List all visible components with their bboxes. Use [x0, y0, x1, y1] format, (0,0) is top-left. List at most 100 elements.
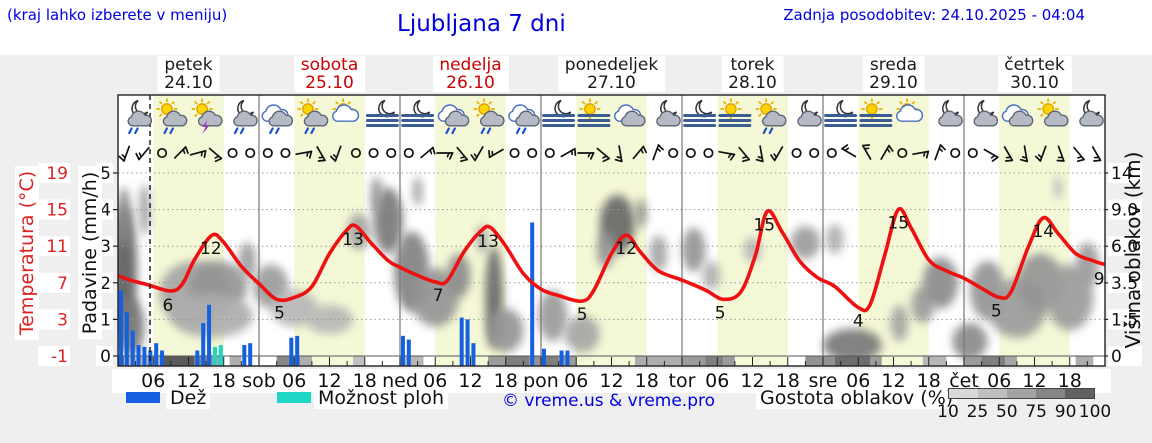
- ground-strip-segment: [212, 356, 224, 366]
- day-date: 26.10: [446, 73, 495, 93]
- cloud-blob: [825, 224, 844, 254]
- day-name: torek: [730, 55, 775, 75]
- day-date: 28.10: [728, 73, 777, 93]
- weather-icon-moon-fog: [365, 99, 399, 127]
- copyright-link[interactable]: © vreme.us & vreme.pro: [502, 391, 716, 411]
- rain-bar: [289, 337, 294, 366]
- cloud-blob: [347, 213, 371, 250]
- density-gradient-segment: [978, 389, 1007, 398]
- weather-icon-cloud2-cloud: [613, 104, 646, 127]
- cloud-blob: [823, 328, 882, 362]
- wind-barb-icon: [470, 146, 484, 162]
- rain-bar: [195, 350, 200, 366]
- wind-calm-icon: [280, 147, 291, 159]
- time-tick-label: 18: [776, 370, 800, 392]
- temperature-value-label: 14: [1032, 222, 1054, 242]
- weather-icon-sun-cloud-storm: [191, 98, 223, 134]
- cloud-blob: [370, 176, 383, 214]
- cloud-density-gradient: [948, 388, 1095, 399]
- cloud-blob: [412, 176, 423, 206]
- temp-tick-label: 19: [46, 164, 68, 184]
- time-tick-label: 18: [494, 370, 518, 392]
- temp-tick-label: 15: [46, 201, 68, 221]
- ground-strip-segment: [723, 356, 735, 366]
- temperature-value-label: 5: [577, 305, 588, 325]
- temperature-value-label: 13: [477, 232, 499, 252]
- weather-icon-moon-cloud: [938, 99, 963, 127]
- wind-calm-icon: [368, 147, 379, 159]
- ground-strip-segment: [488, 356, 506, 366]
- cloud-blob: [890, 304, 909, 342]
- density-gradient-segment: [1036, 389, 1065, 398]
- rain-bar: [136, 345, 141, 366]
- rain-bar: [400, 335, 405, 366]
- wind-barb-icon: [1003, 146, 1014, 162]
- time-tick-label: 06: [987, 370, 1011, 392]
- ground-strip-segment: [981, 356, 1006, 366]
- rain-bar: [406, 339, 411, 366]
- showers-legend-label: Možnost ploh: [314, 387, 449, 409]
- rain-bar: [124, 312, 129, 366]
- wind-calm-icon: [897, 147, 908, 159]
- rain-bar: [201, 323, 206, 366]
- cloud-blob: [118, 187, 131, 247]
- day-header-sreda: sreda 29.10: [862, 56, 925, 92]
- temp-tick-label: 3: [57, 310, 68, 330]
- weather-icon-cloud2-cloud: [1001, 104, 1034, 127]
- density-tick-label: 50: [995, 402, 1018, 422]
- ground-strip-segment: [505, 356, 530, 366]
- cloud-blob: [447, 253, 471, 298]
- cloud-blob: [1075, 242, 1100, 287]
- temperature-value-label: 4: [853, 312, 864, 332]
- wind-calm-icon: [527, 147, 538, 159]
- temperature-value-label: 12: [200, 239, 222, 259]
- day-date: 30.10: [1010, 73, 1059, 93]
- weather-icon-sun-cloud: [1037, 98, 1069, 127]
- cloud-height-tick-label: 9.0: [1111, 201, 1138, 221]
- wind-barb-icon: [488, 148, 504, 159]
- ground-strip-segment: [300, 356, 312, 366]
- wind-barb-icon: [983, 148, 999, 162]
- weather-icon-sun-cloud-rain: [156, 98, 188, 135]
- cloud-height-tick-label: 0: [1111, 347, 1122, 367]
- time-tick-label: tor: [669, 370, 696, 392]
- wind-calm-icon: [157, 147, 168, 159]
- wind-barb-icon: [718, 150, 736, 161]
- day-header-četrtek: četrtek 30.10: [997, 56, 1072, 93]
- weather-icon-sun-cloud-rain: [473, 98, 505, 135]
- wind-barb-icon: [560, 147, 577, 158]
- ground-strip-segment: [276, 356, 301, 366]
- wind-barb-icon: [770, 146, 784, 162]
- ground-strip-segment: [541, 356, 559, 366]
- wind-calm-icon: [386, 147, 397, 159]
- wind-calm-icon: [950, 147, 961, 159]
- time-tick-label: 06: [705, 370, 729, 392]
- time-tick-label: 12: [1022, 370, 1046, 392]
- wind-calm-icon: [826, 147, 837, 159]
- weather-icon-moon-cloud-rain: [233, 99, 258, 135]
- ground-strip-segment: [400, 356, 424, 366]
- wind-calm-icon: [262, 147, 273, 159]
- time-tick-label: 06: [423, 370, 447, 392]
- ground-cloud-strip: [118, 356, 1094, 366]
- cloud-blob: [790, 226, 821, 260]
- weather-icon-cloud2-cloud-rain: [437, 104, 470, 135]
- time-tick-label: 18: [1058, 370, 1082, 392]
- temp-tick-label: -1: [51, 347, 68, 367]
- cloud-blob: [1053, 176, 1063, 199]
- wind-barb-icon: [1034, 145, 1047, 162]
- day-date: 24.10: [164, 73, 213, 93]
- ground-strip-segment: [834, 356, 870, 366]
- wind-calm-icon: [967, 147, 978, 159]
- last-update-label: Zadnja posodobitev: 24.10.2025 - 04:04: [783, 6, 1085, 24]
- daylight-band: [717, 95, 788, 366]
- day-name: petek: [164, 55, 213, 75]
- time-tick-label: 06: [282, 370, 306, 392]
- wind-barb-icon: [173, 146, 189, 159]
- ground-strip-segment: [964, 356, 982, 366]
- day-name: sreda: [869, 55, 918, 75]
- menu-hint-note: (kraj lahko izberete v meniju): [7, 6, 228, 24]
- day-date: 29.10: [869, 73, 918, 93]
- weather-icon-cloud2-cloud-rain: [508, 104, 540, 135]
